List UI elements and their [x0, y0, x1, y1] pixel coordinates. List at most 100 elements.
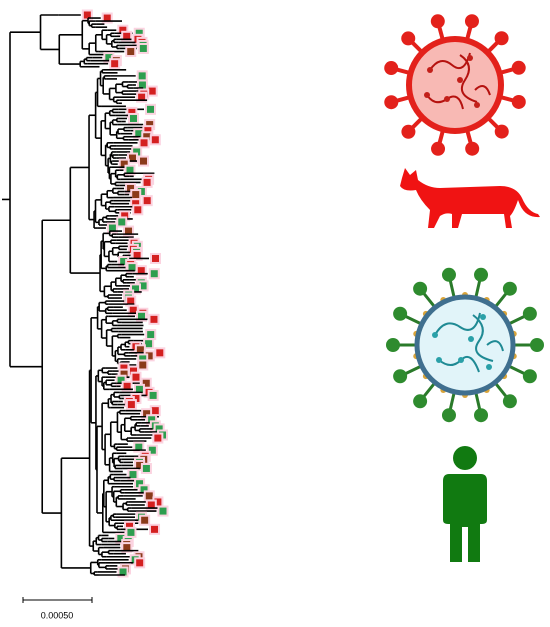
tip-marker [121, 212, 129, 220]
scale-bar: 0.00050 [22, 597, 93, 620]
scale-label: 0.00050 [41, 610, 74, 620]
tip-marker [128, 264, 136, 272]
tip-marker [136, 461, 144, 469]
tip-marker [127, 401, 135, 409]
tip-marker [129, 471, 137, 479]
tip-marker [118, 218, 126, 226]
tip-marker [150, 315, 158, 323]
spike-tip [465, 141, 480, 156]
tip-marker [148, 416, 156, 424]
tip-marker [120, 160, 128, 168]
tip-marker [134, 206, 142, 214]
spike-tip [530, 338, 544, 352]
spike-tip [431, 141, 446, 156]
spike-tip [430, 14, 445, 29]
tip-marker [147, 331, 155, 339]
tip-marker [135, 29, 143, 37]
tip-marker [130, 367, 138, 375]
spike-tip [393, 369, 408, 384]
spike-tip [413, 281, 428, 296]
tip-marker [154, 434, 162, 442]
tip-marker [143, 410, 151, 418]
cat-icon [400, 168, 540, 228]
tip-marker [127, 184, 135, 192]
tip-marker [137, 267, 145, 275]
tip-marker [105, 54, 113, 62]
spike-tip [441, 267, 456, 282]
tip-marker [142, 379, 150, 387]
tip-marker [149, 391, 157, 399]
tip-marker [123, 32, 131, 40]
tip-marker [129, 114, 137, 122]
tip-marker [103, 14, 111, 22]
tip-marker [140, 157, 148, 165]
tip-marker [127, 528, 135, 536]
tip-marker [108, 224, 116, 232]
human-icon [443, 446, 487, 562]
tip-marker [156, 349, 164, 357]
tip-marker [146, 105, 154, 113]
spike-tip [522, 306, 537, 321]
tip-marker [135, 130, 143, 138]
tip-marker [150, 270, 158, 278]
tip-marker [144, 127, 152, 135]
tip-marker [111, 60, 119, 68]
tip-marker [133, 148, 141, 156]
tip-marker [145, 340, 153, 348]
tip-marker [139, 44, 147, 52]
spike-tip [502, 394, 517, 409]
tip-marker [139, 361, 147, 369]
tip-marker [129, 306, 137, 314]
spike-tip [401, 31, 416, 46]
tip-marker [131, 285, 139, 293]
tip-marker [143, 197, 151, 205]
tip-marker [117, 534, 125, 542]
tip-marker [123, 382, 131, 390]
tip-marker [120, 364, 128, 372]
spike-tip [401, 124, 416, 139]
tip-marker [147, 501, 155, 509]
tip-marker [126, 522, 134, 530]
tip-marker [126, 166, 134, 174]
tip-marker [128, 154, 136, 162]
spike-tip [511, 94, 526, 109]
tip-marker [142, 464, 150, 472]
tip-marker [143, 178, 151, 186]
tip-marker [154, 498, 162, 506]
spike-tip [474, 267, 489, 282]
tip-marker [119, 568, 127, 576]
spike-tip [384, 95, 399, 110]
tip-marker [139, 282, 147, 290]
tip-marker [83, 11, 91, 19]
spike-tip [511, 60, 526, 75]
tip-marker [152, 254, 160, 262]
spike-tip [494, 31, 509, 46]
phylogenetic-tree [2, 9, 169, 578]
tip-marker [151, 407, 159, 415]
tip-marker [132, 373, 140, 381]
tip-marker [145, 352, 153, 360]
spike-tip [393, 306, 408, 321]
spike-tip [474, 408, 489, 423]
spike-tip [441, 408, 456, 423]
tip-marker [132, 191, 140, 199]
tip-marker [117, 376, 125, 384]
tip-marker [146, 121, 154, 129]
tip-marker [155, 425, 163, 433]
spike-tip [386, 338, 400, 352]
tip-marker [148, 446, 156, 454]
spike-tip [464, 14, 479, 29]
tip-marker [128, 108, 136, 116]
tip-marker [127, 48, 135, 56]
tip-marker [132, 200, 140, 208]
tip-marker [120, 370, 128, 378]
tip-marker [135, 443, 143, 451]
tip-marker [140, 486, 148, 494]
tip-marker [132, 394, 140, 402]
tip-marker [137, 188, 145, 196]
tip-marker [148, 87, 156, 95]
spike-tip [502, 281, 517, 296]
tip-marker [125, 227, 133, 235]
spike-tip [413, 394, 428, 409]
